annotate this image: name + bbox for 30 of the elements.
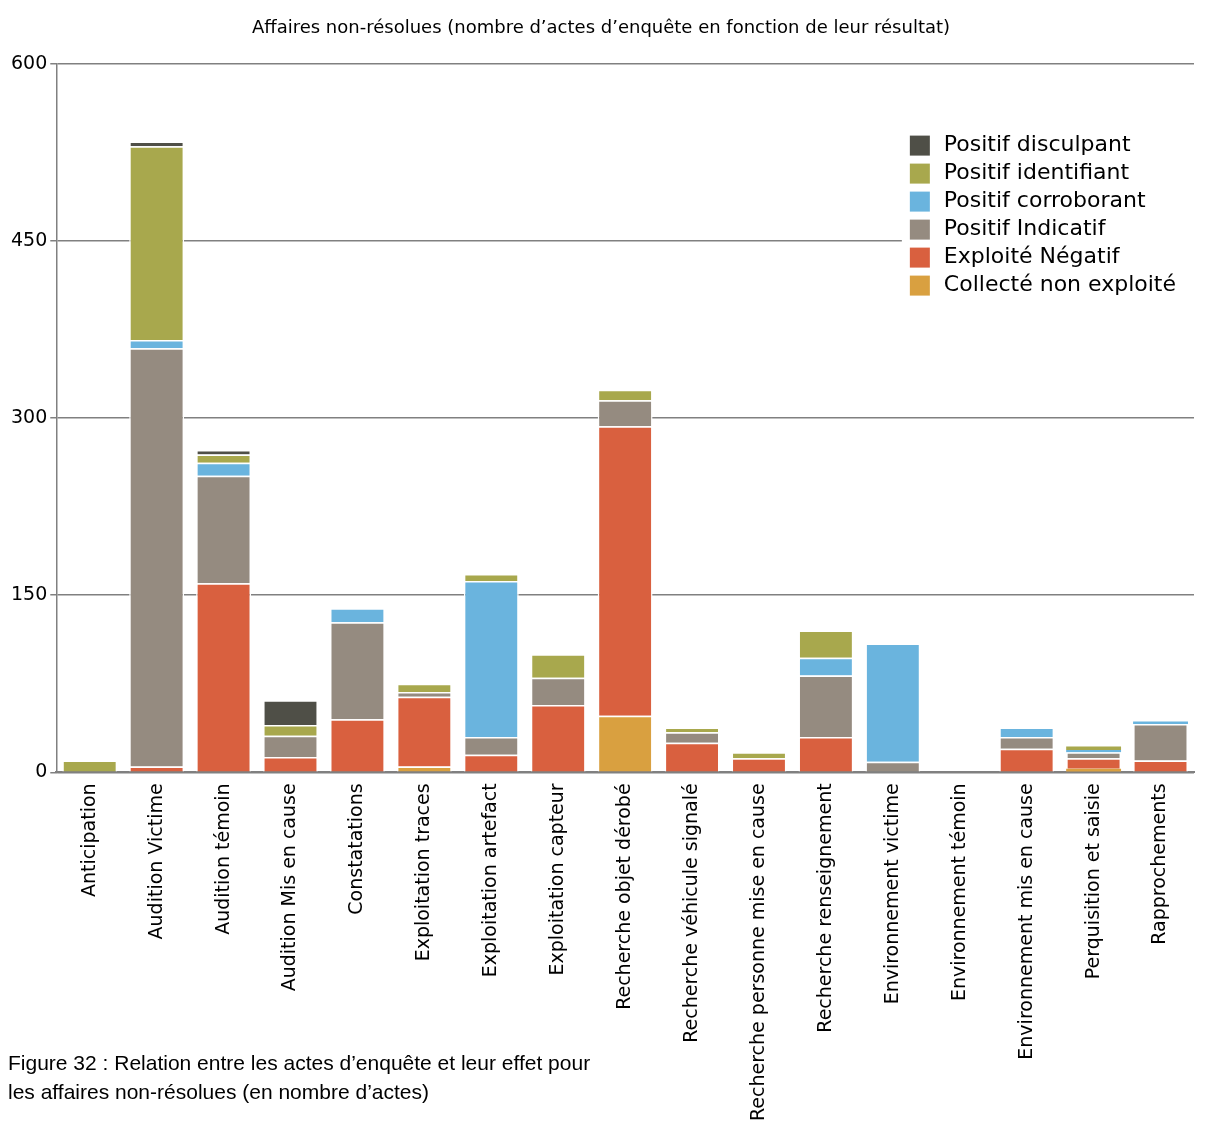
chart-title: Affaires non-résolues (nombre d’actes d’enquête en fonction de leur résultat) [251, 16, 951, 38]
x-tick-label: Environnement victime [879, 783, 902, 1005]
legend-label: Positif disculpant [943, 131, 1131, 157]
legend-label: Collecté non exploité [943, 271, 1177, 297]
x-tick-label: Exploitation capteur [545, 783, 568, 976]
x-tick-label: Perquisition et saisie [1080, 783, 1103, 980]
x-tick-label: Recherche véhicule signalé [679, 783, 701, 1043]
x-tick-label: Recherche renseignement [812, 783, 835, 1033]
x-tick-label: Anticipation [76, 783, 99, 897]
legend-label: Positif identifiant [943, 159, 1130, 185]
x-tick-label: Audition témoin [210, 783, 233, 935]
x-tick-label: Audition Mis en cause [277, 783, 300, 992]
legend-label: Exploité Négatif [943, 243, 1121, 269]
x-tick-label: Audition Victime [143, 783, 166, 940]
x-tick-label: Environnement témoin [946, 783, 969, 1002]
x-tick-label: Exploitation artefact [478, 783, 501, 978]
legend-label: Positif Indicatif [943, 215, 1107, 241]
y-tick-label: 300 [11, 404, 48, 427]
y-tick-label: 450 [11, 227, 48, 250]
x-tick-label: Recherche personne mise en cause [745, 783, 768, 1122]
x-tick-label: Rapprochements [1147, 783, 1170, 945]
x-tick-label: Constatations [344, 783, 367, 915]
y-tick-label: 0 [35, 759, 48, 782]
x-tick-label: Environnement mis en cause [1013, 783, 1036, 1060]
y-tick-label: 600 [11, 50, 48, 73]
x-tick-label: Recherche objet dérobé [612, 783, 635, 1010]
x-tick-label: Exploitation traces [411, 783, 434, 962]
y-tick-label: 150 [11, 582, 48, 605]
legend-label: Positif corroborant [943, 187, 1146, 213]
caption: Figure 32 : Relation entre les actes d’enquête et leur effet pour les affaires non-résolues (en nombre d’actes) [8, 1050, 592, 1105]
